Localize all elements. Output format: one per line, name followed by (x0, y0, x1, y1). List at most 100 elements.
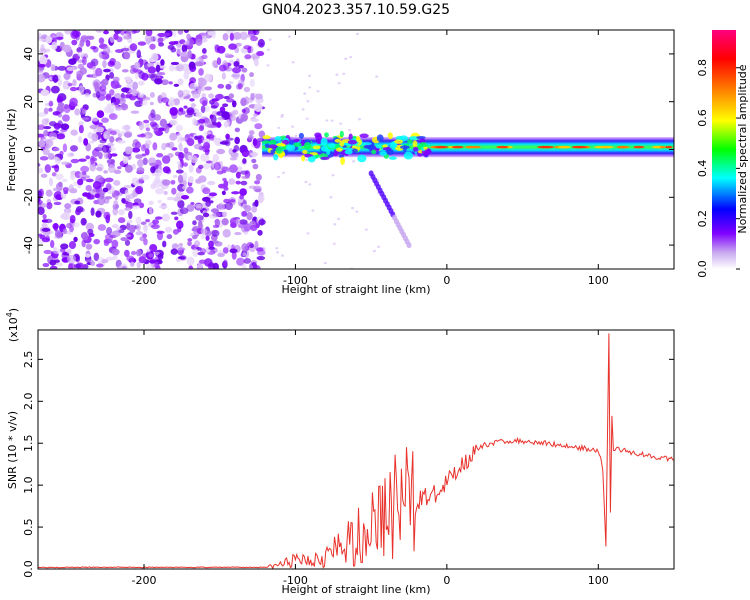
noise-blob (164, 124, 170, 134)
noise-blob (183, 30, 190, 34)
noise-blob (183, 41, 190, 46)
noise-blob (176, 132, 183, 141)
noise-blob (70, 129, 78, 136)
band-blob (276, 142, 286, 147)
speckle (301, 108, 305, 111)
noise-blob (253, 185, 262, 193)
noise-blob (177, 30, 184, 35)
noise-blob (123, 132, 133, 138)
noise-blob (120, 237, 128, 242)
noise-blob (224, 168, 234, 172)
noise-blob (124, 249, 130, 258)
band-blob (399, 145, 410, 150)
band-blob (416, 135, 426, 140)
noise-blob (95, 67, 103, 77)
noise-blob (90, 207, 95, 216)
speckle (268, 38, 272, 41)
band-blob (412, 140, 418, 148)
noise-blob (160, 59, 165, 67)
noise-blob (235, 42, 242, 47)
noise-blob (157, 253, 164, 260)
noise-blob (38, 140, 46, 148)
noise-blob (257, 229, 263, 236)
noise-blob (72, 79, 77, 87)
band-blob (268, 144, 278, 149)
noise-blob (135, 231, 144, 236)
noise-blob (149, 91, 155, 98)
noise-blob (169, 132, 178, 141)
noise-blob (113, 169, 122, 174)
band-blob (344, 149, 353, 155)
noise-blob (218, 64, 227, 72)
noise-blob (89, 140, 95, 144)
noise-blob (48, 100, 54, 107)
noise-blob (48, 177, 54, 187)
noise-blob (214, 137, 223, 147)
speckle (344, 57, 348, 61)
noise-blob (131, 147, 141, 153)
noise-blob (177, 163, 183, 171)
noise-blob (147, 62, 155, 68)
noise-blob (66, 248, 72, 255)
noise-blob (74, 263, 82, 269)
speckle (332, 242, 336, 245)
band-hotspot (652, 145, 662, 149)
noise-blob (231, 100, 237, 108)
noise-blob (38, 162, 41, 167)
noise-blob (68, 241, 77, 250)
noise-blob (95, 91, 101, 99)
noise-blob (132, 81, 139, 91)
noise-blob (155, 64, 161, 73)
band-blob (303, 141, 311, 150)
colorbar-tick-label: 0.6 (696, 109, 709, 127)
noise-blob (125, 93, 133, 99)
noise-blob (253, 113, 258, 117)
band-blob (386, 149, 395, 156)
noise-blob (92, 181, 102, 190)
band-blob (316, 138, 323, 145)
noise-blob (136, 49, 142, 59)
noise-blob (45, 189, 53, 197)
noise-blob (123, 185, 133, 189)
noise-blob (250, 152, 259, 157)
noise-blob (102, 187, 109, 193)
noise-blob (250, 92, 255, 101)
noise-blob (124, 207, 131, 211)
noise-blob (161, 142, 167, 151)
noise-blob (250, 35, 258, 42)
band-blob (293, 138, 300, 143)
band-blob (279, 153, 284, 159)
noise-blob (244, 204, 252, 212)
noise-blob (163, 190, 168, 196)
noise-blob (153, 114, 162, 121)
speckle (306, 100, 310, 103)
noise-blob (165, 168, 172, 175)
noise-blob (228, 178, 236, 185)
snr-y-tick-label: 1.0 (22, 476, 35, 494)
noise-blob (110, 130, 117, 136)
noise-blob (257, 193, 265, 203)
noise-blob (242, 158, 247, 164)
noise-blob (137, 80, 145, 86)
snr-y-tick-label: 2.5 (22, 351, 35, 369)
noise-blob (94, 193, 101, 199)
noise-blob (212, 224, 220, 229)
colorbar-gradient (712, 30, 736, 269)
noise-blob (40, 44, 45, 53)
noise-blob (54, 230, 63, 239)
noise-blob (82, 192, 89, 197)
noise-blob (56, 262, 64, 267)
snr-scale-note: (x104) (5, 308, 20, 342)
noise-blob (107, 60, 115, 67)
noise-blob (198, 125, 204, 132)
noise-blob (42, 262, 50, 268)
noise-blob (170, 211, 178, 215)
noise-blob (113, 33, 119, 41)
noise-blob (98, 152, 103, 160)
noise-blob (224, 201, 233, 211)
noise-blob (249, 262, 258, 269)
band-blob (270, 149, 276, 155)
noise-blob (217, 252, 225, 258)
noise-blob (188, 265, 194, 269)
noise-blob (201, 54, 208, 60)
